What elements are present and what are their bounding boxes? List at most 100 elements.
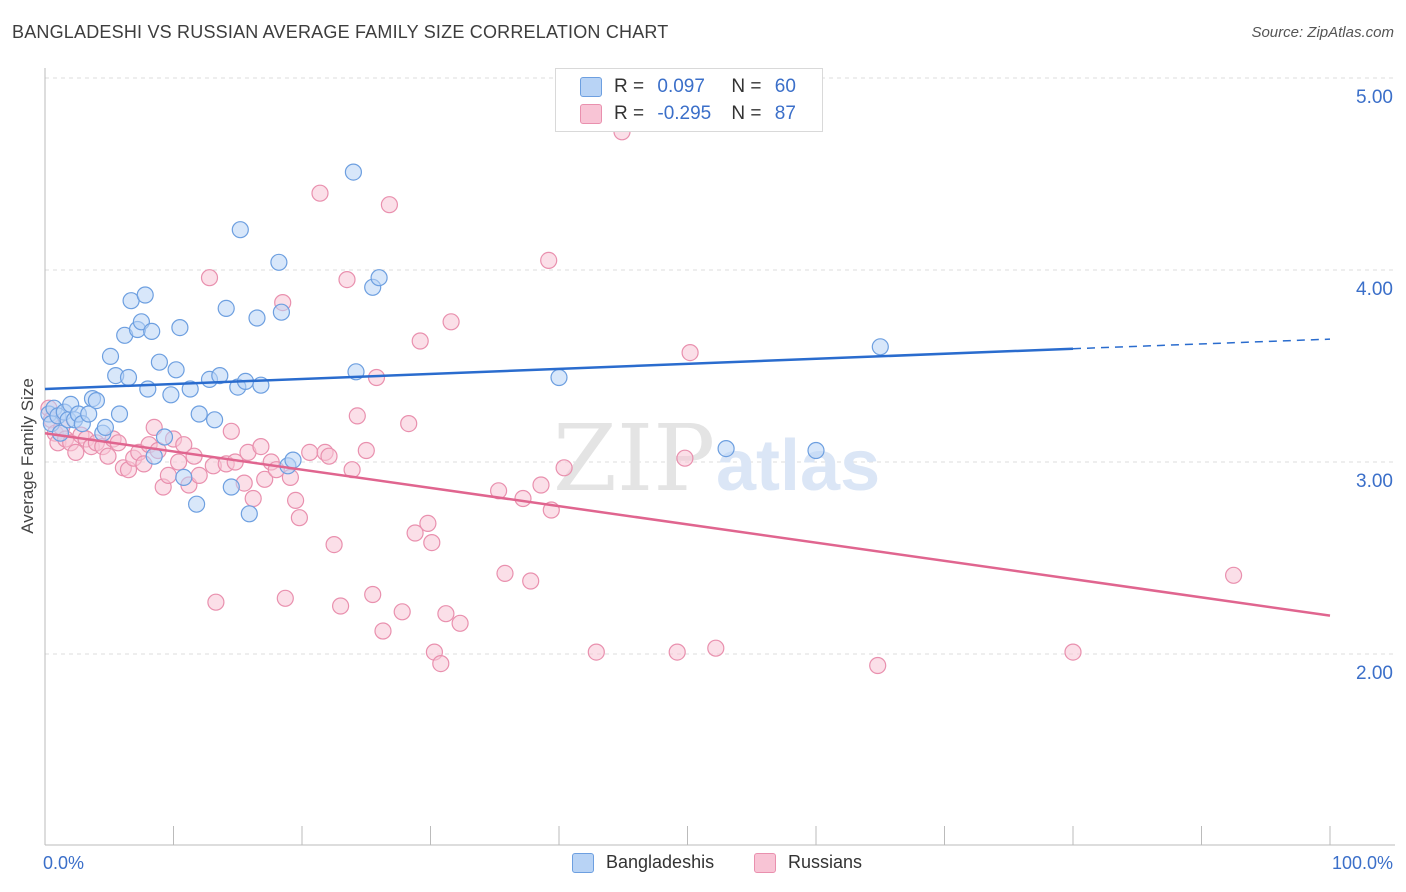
bangladeshis-point-29 (155, 428, 174, 446)
legend-swatch-pink (580, 104, 602, 124)
series-legend-russians[interactable]: Russians (754, 852, 862, 873)
bangladeshis-point-30 (162, 386, 180, 404)
russians-point-49 (290, 509, 308, 527)
bangladeshis-point-15 (96, 418, 115, 436)
russians-point-59 (357, 441, 375, 460)
bangladeshis-point-51 (284, 451, 302, 469)
bangladeshis-point-26 (143, 322, 161, 340)
russians-point-48 (287, 491, 305, 509)
series-legend-bangladeshis[interactable]: Bangladeshis (572, 852, 714, 873)
russians-point-40 (244, 489, 262, 508)
chart-title: BANGLADESHI VS RUSSIAN AVERAGE FAMILY SI… (12, 22, 669, 42)
bangladeshis-point-18 (110, 405, 129, 423)
russians-point-91 (540, 251, 558, 269)
legend-r-value-russians: -0.295 (657, 103, 712, 124)
russians-point-69 (423, 533, 441, 552)
bangladeshis-point-48 (270, 253, 288, 271)
russians-point-51 (311, 184, 329, 202)
russians-point-42 (256, 470, 274, 488)
bangladeshis-trend-extension (1072, 338, 1331, 350)
bangladeshis-point-39 (211, 367, 229, 385)
russians-trend-line (44, 431, 1331, 617)
russians-point-88 (869, 656, 887, 675)
russians-point-56 (338, 271, 356, 289)
russians-point-76 (496, 564, 514, 583)
correlation-legend: R = 0.097 N = 60 R = -0.295 N = 87 (555, 68, 823, 132)
bangladeshis-point-58 (807, 441, 825, 460)
russians-point-7 (67, 443, 85, 461)
y-tick-label-1: 3.00 (1356, 471, 1393, 492)
y-tick-label-2: 4.00 (1356, 279, 1393, 300)
russians-point-74 (451, 614, 469, 632)
russians-point-81 (555, 459, 573, 477)
bangladeshis-point-36 (190, 405, 208, 423)
russians-point-13 (99, 447, 117, 465)
russians-point-63 (380, 196, 398, 214)
legend-n-label: N = (731, 103, 767, 124)
bangladeshis-point-28 (150, 353, 168, 371)
x-tick-label-1: 100.0% (1332, 853, 1393, 873)
series-label-bangladeshis: Bangladeshis (606, 852, 715, 872)
bangladeshis-point-40 (217, 299, 235, 317)
bangladeshis-point-57 (717, 440, 735, 458)
russians-point-79 (532, 476, 550, 494)
russians-point-86 (681, 344, 699, 362)
bangladeshis-point-24 (136, 286, 154, 304)
russians-point-25 (159, 466, 177, 484)
russians-point-78 (522, 572, 540, 590)
bangladeshis-point-46 (248, 309, 266, 327)
russians-point-68 (419, 514, 437, 533)
russians-point-65 (400, 415, 418, 433)
gridlines (45, 77, 1395, 655)
russians-point-41 (252, 438, 270, 456)
series-legend: Bangladeshis Russians (0, 852, 1406, 876)
series-swatch-pink (754, 852, 776, 873)
bangladeshis-point-34 (181, 380, 199, 398)
russians-point-53 (320, 447, 338, 465)
russians-point-85 (676, 449, 694, 467)
russians-point-82 (587, 643, 605, 661)
source-label: Source: ZipAtlas.com (1251, 24, 1394, 41)
legend-n-value-bangladeshis: 60 (774, 76, 796, 97)
russians-point-46 (276, 589, 294, 607)
russians-point-60 (364, 585, 382, 604)
russians-point-77 (514, 489, 532, 508)
bangladeshis-point-38 (206, 411, 224, 429)
y-tick-label-3: 5.00 (1356, 87, 1393, 108)
bangladeshis-point-20 (119, 368, 138, 387)
bangladeshis-point-13 (87, 392, 106, 410)
bangladeshis-trend-line (44, 347, 1074, 391)
russians-point-87 (707, 639, 725, 657)
bangladeshis-point-16 (101, 347, 120, 365)
russians-point-27 (170, 453, 188, 471)
bangladeshis-point-49 (272, 303, 290, 321)
bangladeshis-point-45 (240, 505, 258, 523)
legend-r-value-bangladeshis: 0.097 (657, 76, 705, 97)
series-swatch-blue (572, 852, 594, 873)
legend-swatch-blue (580, 77, 602, 97)
russians-point-54 (325, 535, 343, 554)
legend-r-label: R = (614, 76, 650, 97)
bangladeshis-point-32 (171, 319, 189, 337)
bangladeshis-point-25 (139, 380, 157, 398)
y-tick-label-0: 2.00 (1356, 663, 1393, 684)
legend-row-bangladeshis: R = 0.097 N = 60 (580, 76, 796, 98)
russians-point-89 (1064, 643, 1082, 661)
russians-point-67 (411, 332, 429, 350)
bangladeshis-point-55 (370, 269, 388, 287)
legend-r-label: R = (614, 103, 650, 124)
russians-point-36 (222, 422, 240, 440)
axes (44, 68, 1395, 846)
russians-point-31 (190, 466, 208, 484)
russians-point-90 (1224, 566, 1243, 584)
bangladeshis-point-31 (167, 361, 185, 379)
bangladeshis-point-43 (231, 221, 249, 239)
bangladeshis-point-41 (222, 478, 240, 496)
russians-point-64 (393, 603, 411, 621)
bangladeshis-point-35 (188, 495, 206, 513)
russians-point-84 (668, 643, 686, 661)
bangladeshis-points (40, 163, 889, 523)
series-label-russians: Russians (788, 852, 863, 872)
tick-labels: 2.00 3.00 4.00 5.00 0.0% 100.0% (43, 87, 1393, 873)
